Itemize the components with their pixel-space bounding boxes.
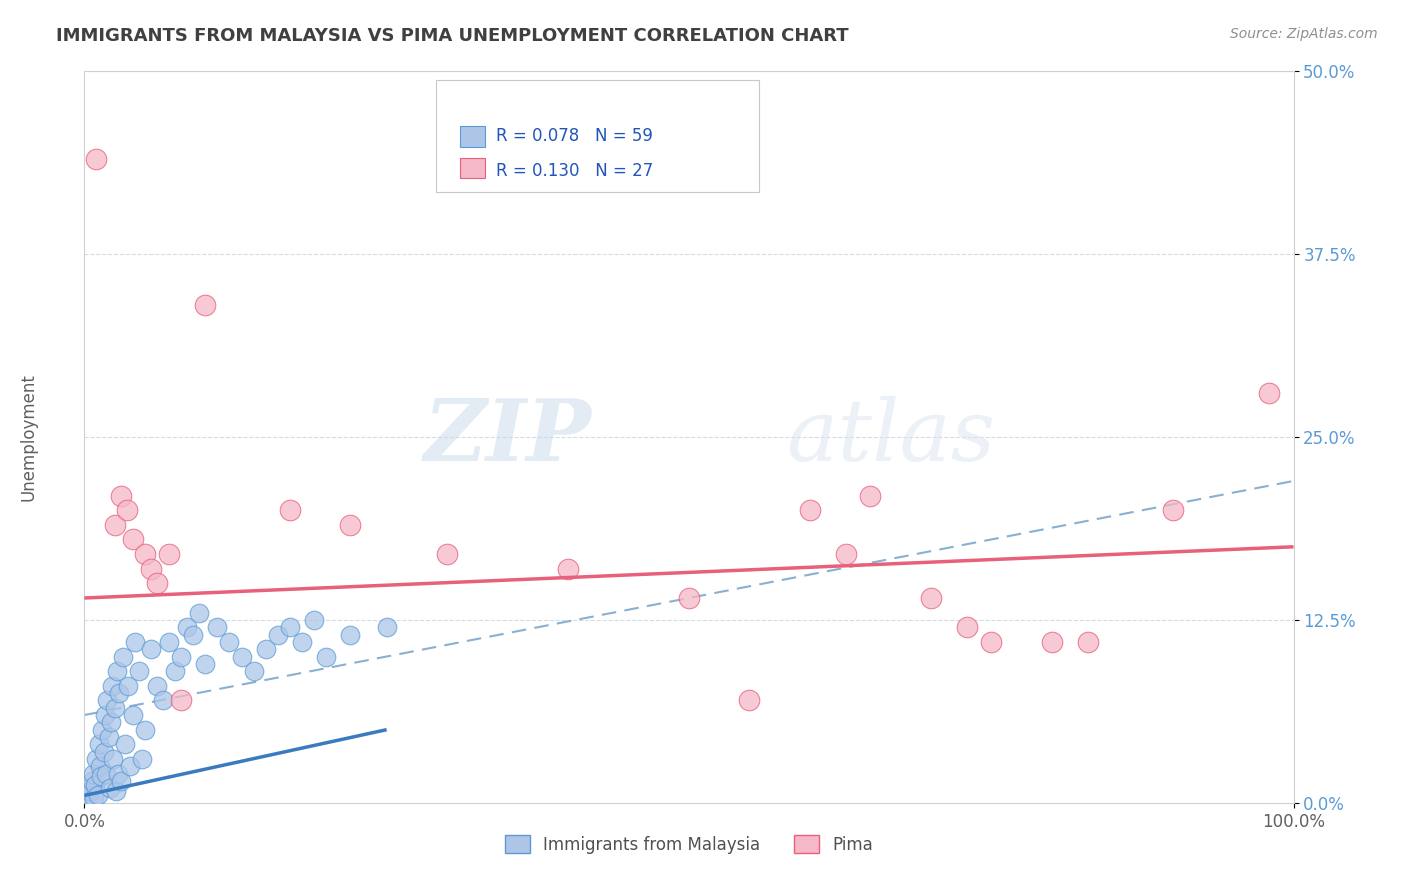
Point	[557, 562, 579, 576]
Point	[98, 781, 121, 796]
Text: IMMIGRANTS FROM MALAYSIA VS PIMA UNEMPLOYMENT CORRELATION CHART: IMMIGRANTS FROM MALAYSIA VS PIMA UNEMPLO…	[56, 27, 849, 45]
Point	[110, 489, 132, 503]
Point	[96, 693, 118, 707]
Text: R = 0.130   N = 27: R = 0.130 N = 27	[496, 162, 654, 180]
Point	[112, 649, 135, 664]
Point	[87, 737, 110, 751]
Point	[124, 635, 146, 649]
Point	[84, 778, 107, 792]
Point	[436, 547, 458, 561]
Point	[100, 715, 122, 730]
Point	[117, 679, 139, 693]
Point	[115, 503, 138, 517]
Point	[104, 784, 127, 798]
Point	[207, 620, 229, 634]
Point	[110, 773, 132, 788]
Point	[152, 693, 174, 707]
Point	[79, 784, 101, 798]
Point	[121, 708, 143, 723]
Point	[82, 766, 104, 780]
Y-axis label: Unemployment: Unemployment	[20, 373, 38, 501]
Point	[339, 627, 361, 641]
Point	[105, 664, 128, 678]
Point	[738, 693, 761, 707]
Point	[165, 664, 187, 678]
Point	[77, 789, 100, 803]
Point	[920, 591, 942, 605]
Point	[799, 503, 821, 517]
Point	[194, 298, 217, 312]
Point	[104, 517, 127, 532]
Point	[302, 613, 325, 627]
Point	[97, 730, 120, 744]
Point	[80, 773, 103, 788]
Point	[1077, 635, 1099, 649]
Point	[120, 759, 142, 773]
Point	[93, 745, 115, 759]
Point	[267, 627, 290, 641]
Point	[139, 562, 162, 576]
Point	[170, 649, 193, 664]
Point	[835, 547, 858, 561]
Point	[956, 620, 979, 634]
Point	[103, 752, 125, 766]
Text: Source: ZipAtlas.com: Source: ZipAtlas.com	[1230, 27, 1378, 41]
Point	[114, 737, 136, 751]
Point	[121, 533, 143, 547]
Point	[1258, 386, 1281, 401]
Point	[980, 635, 1002, 649]
Point	[859, 489, 882, 503]
Point	[188, 606, 211, 620]
Point	[1161, 503, 1184, 517]
Point	[86, 152, 108, 166]
Point	[278, 503, 301, 517]
Point	[90, 769, 112, 783]
Point	[104, 700, 127, 714]
Text: ZIP: ZIP	[425, 395, 592, 479]
Legend: Immigrants from Malaysia, Pima: Immigrants from Malaysia, Pima	[498, 829, 880, 860]
Point	[86, 789, 108, 803]
Point	[176, 620, 198, 634]
Point	[194, 657, 217, 671]
Point	[146, 576, 169, 591]
Point	[83, 791, 105, 805]
Point	[86, 752, 108, 766]
Point	[157, 547, 180, 561]
Point	[1040, 635, 1063, 649]
Point	[278, 620, 301, 634]
Point	[146, 679, 169, 693]
Point	[94, 708, 117, 723]
Point	[108, 686, 131, 700]
Point	[339, 517, 361, 532]
Point	[678, 591, 700, 605]
Point	[231, 649, 253, 664]
Point	[131, 752, 153, 766]
Point	[181, 627, 204, 641]
Text: R = 0.078   N = 59: R = 0.078 N = 59	[496, 128, 654, 145]
Point	[77, 781, 100, 796]
Point	[242, 664, 264, 678]
Text: atlas: atlas	[786, 396, 995, 478]
Point	[89, 759, 111, 773]
Point	[157, 635, 180, 649]
Point	[139, 642, 162, 657]
Point	[254, 642, 277, 657]
Point	[134, 547, 156, 561]
Point	[218, 635, 240, 649]
Point	[94, 766, 117, 780]
Point	[101, 679, 124, 693]
Point	[170, 693, 193, 707]
Point	[107, 766, 129, 780]
Point	[128, 664, 150, 678]
Point	[315, 649, 337, 664]
Point	[134, 723, 156, 737]
Point	[375, 620, 398, 634]
Point	[91, 723, 114, 737]
Point	[291, 635, 314, 649]
